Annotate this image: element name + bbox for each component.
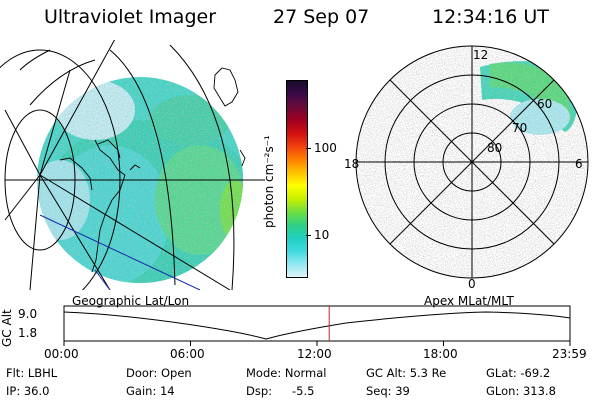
alt-xtick: 00:00 — [44, 347, 79, 361]
colorbar-tick-label: 100 — [314, 141, 337, 155]
altitude-curve — [63, 311, 571, 340]
polar-map: 12 18 6 0 60 70 80 — [344, 45, 589, 290]
mlt-label-6: 6 — [575, 157, 583, 171]
info-dsp-value: -5.5 — [292, 384, 315, 398]
info-gc-alt: GC Alt: 5.3 Re — [366, 366, 447, 380]
colorbar — [286, 80, 308, 278]
alt-xtick: 12:00 — [297, 347, 332, 361]
mlat-label-60: 60 — [537, 97, 552, 111]
info-door: Door: Open — [126, 366, 192, 380]
graticule — [0, 40, 265, 290]
colorbar-tick-label: 10 — [314, 228, 330, 242]
mlat-label-70: 70 — [512, 121, 527, 135]
colorbar-unit-label: photon cm⁻²s⁻¹ — [262, 135, 276, 228]
mlt-label-18: 18 — [344, 157, 359, 171]
altitude-plot — [63, 305, 571, 346]
polar-caption: Apex MLat/MLT — [424, 294, 514, 308]
coastline — [59, 67, 246, 273]
info-gain: Gain: 14 — [126, 384, 175, 398]
info-ip: IP: 36.0 — [6, 384, 50, 398]
info-seq: Seq: 39 — [366, 384, 410, 398]
app-title: Ultraviolet Imager — [44, 6, 217, 28]
geographic-caption: Geographic Lat/Lon — [72, 294, 190, 308]
alt-ytick-low: 1.8 — [18, 326, 38, 340]
alt-xtick: 23:59 — [552, 347, 587, 361]
header-time: 12:34:16 UT — [432, 6, 549, 28]
colorbar-gradient — [287, 81, 307, 277]
info-dsp-label: Dsp: — [246, 384, 273, 398]
colorbar-tick — [306, 235, 311, 236]
geographic-map — [0, 40, 265, 290]
terminator-lines — [39, 214, 201, 290]
info-flt: Flt: LBHL — [6, 366, 58, 380]
alt-xtick: 06:00 — [170, 347, 205, 361]
colorbar-tick — [306, 148, 311, 149]
mlat-label-80: 80 — [487, 141, 502, 155]
info-mode: Mode: Normal — [246, 366, 327, 380]
alt-ytick-high: 9.0 — [18, 307, 38, 321]
header-date: 27 Sep 07 — [273, 6, 370, 28]
alt-ylabel: GC Alt — [0, 309, 14, 347]
mlt-label-12: 12 — [473, 48, 488, 62]
polar-grid — [355, 45, 589, 279]
info-glat: GLat: -69.2 — [486, 366, 551, 380]
info-glon: GLon: 313.8 — [486, 384, 556, 398]
alt-xtick: 18:00 — [423, 347, 458, 361]
polar-aurora — [356, 46, 588, 278]
mlt-label-0: 0 — [468, 277, 476, 290]
